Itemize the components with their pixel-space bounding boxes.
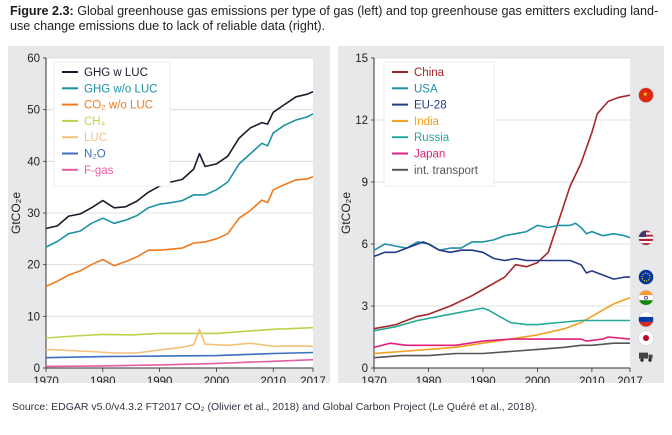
ghg-by-gas-chart: 0 10 20 30 40 50 60 1970 1980 1990 2000 2010 2017 GtC…: [9, 53, 326, 383]
right-chart-y-axis-label: GtCO₂e: [339, 192, 353, 234]
left-chart-series-co2-w-o-luc: [45, 176, 314, 288]
right-chart-x-tick-label: 1980: [416, 376, 442, 383]
right-chart-legend: [383, 61, 495, 187]
left-chart-legend-label-n2o: N₂O: [84, 149, 106, 161]
right-chart-legend-label-usa: USA: [414, 83, 438, 95]
japan-flag-icon: [638, 330, 654, 346]
left-chart-y-tick-label: 40: [27, 156, 40, 168]
left-chart-x-tick-label: 2017: [300, 376, 326, 383]
left-chart-series-luc: [45, 328, 314, 354]
figure-caption: Figure 2.3: Global greenhouse gas emissi…: [10, 4, 660, 34]
left-chart-legend: [53, 61, 171, 187]
left-chart-legend-label-ghg-w-luc: GHG w LUC: [84, 67, 148, 79]
china-flag-icon: ★: [638, 87, 654, 104]
right-chart-legend-label-russia: Russia: [414, 132, 450, 144]
right-chart-series-russia: [373, 307, 630, 332]
right-chart-series-china: [373, 94, 631, 330]
right-chart-panel: 0 3 6 9 12 15 1970 1980 1990 2000 2010 2017 GtCO₂e Ch…: [338, 46, 664, 383]
right-chart-x-tick-label: 2000: [525, 376, 551, 383]
left-chart-y-axis-label: GtCO₂e: [9, 192, 23, 234]
left-chart-x-tick-label: 2010: [260, 376, 286, 383]
left-chart-legend-label-co2-w-o-luc: CO₂ w/o LUC: [84, 100, 153, 112]
left-chart-x-tick-label: 2000: [204, 376, 230, 383]
left-chart-panel: 0 10 20 30 40 50 60 1970 1980 1990 2000 2010 2017 GtC…: [8, 46, 330, 383]
right-chart-y-tick-label: 6: [362, 239, 368, 251]
left-chart-series-n2o: [45, 351, 314, 359]
left-chart-series-ch4: [45, 326, 314, 339]
figure-label: Figure 2.3:: [10, 4, 74, 18]
source-note: Source: EDGAR v5.0/v4.3.2 FT2017 CO₂ (Ol…: [12, 401, 538, 413]
right-chart-y-tick-label: 3: [362, 301, 368, 313]
left-chart-legend-label-luc: LUC: [84, 132, 107, 144]
usa-flag-icon: [638, 230, 654, 246]
left-chart-series-f-gas: [45, 358, 314, 368]
right-chart-series-eu-28: [373, 241, 630, 280]
eu-flag-icon: [638, 269, 654, 285]
left-chart-x-tick-label: 1970: [33, 376, 59, 383]
left-chart-legend-label-f-gas: F-gas: [84, 165, 114, 177]
left-chart-y-tick-label: 50: [27, 105, 40, 117]
right-chart-x-tick-label: 2010: [579, 376, 605, 383]
right-chart-y-tick-label: 9: [362, 177, 368, 189]
top-emitters-chart: 0 3 6 9 12 15 1970 1980 1990 2000 2010 2017 GtCO₂e Ch…: [339, 53, 654, 383]
left-chart-x-tick-label: 1980: [90, 376, 116, 383]
left-chart-y-tick-label: 0: [34, 363, 40, 375]
right-chart-series-japan: [373, 336, 631, 349]
left-chart-legend-label-ch4: CH₄: [84, 116, 106, 128]
right-chart-legend-label-eu-28: EU-28: [414, 100, 447, 112]
russia-flag-icon: [638, 311, 654, 328]
right-chart-x-tick-label: 1970: [361, 376, 387, 383]
right-chart-legend-label-india: India: [414, 116, 440, 128]
svg-text:★: ★: [643, 91, 648, 98]
truck-icon: [639, 352, 653, 362]
left-chart-x-tick-label: 1990: [147, 376, 173, 383]
left-chart-legend-label-ghg-w-o-luc: GHG w/o LUC: [84, 83, 158, 95]
right-chart-legend-label-int-transport: int. transport: [414, 165, 479, 177]
right-chart-series-int-transport: [373, 342, 630, 359]
right-chart-y-tick-label: 12: [355, 115, 368, 127]
left-chart-series-ghg-w-o-luc: [45, 113, 314, 248]
figure-caption-text: Global greenhouse gas emissions per type…: [10, 4, 659, 33]
left-chart-y-tick-label: 30: [27, 208, 40, 220]
right-chart-legend-label-china: China: [414, 67, 445, 79]
right-chart-x-tick-label: 2017: [617, 376, 643, 383]
right-chart-legend-label-japan: Japan: [414, 149, 445, 161]
left-chart-y-tick-label: 10: [27, 311, 40, 323]
right-chart-series-india: [373, 296, 631, 355]
left-chart-series-ghg-w-luc: [45, 90, 314, 230]
right-chart-y-tick-label: 15: [355, 53, 368, 65]
india-flag-icon: [638, 289, 654, 306]
left-chart-y-tick-label: 20: [27, 260, 40, 272]
right-chart-y-tick-label: 0: [362, 363, 368, 375]
left-chart-y-tick-label: 60: [27, 53, 40, 65]
right-chart-x-tick-label: 1990: [470, 376, 496, 383]
